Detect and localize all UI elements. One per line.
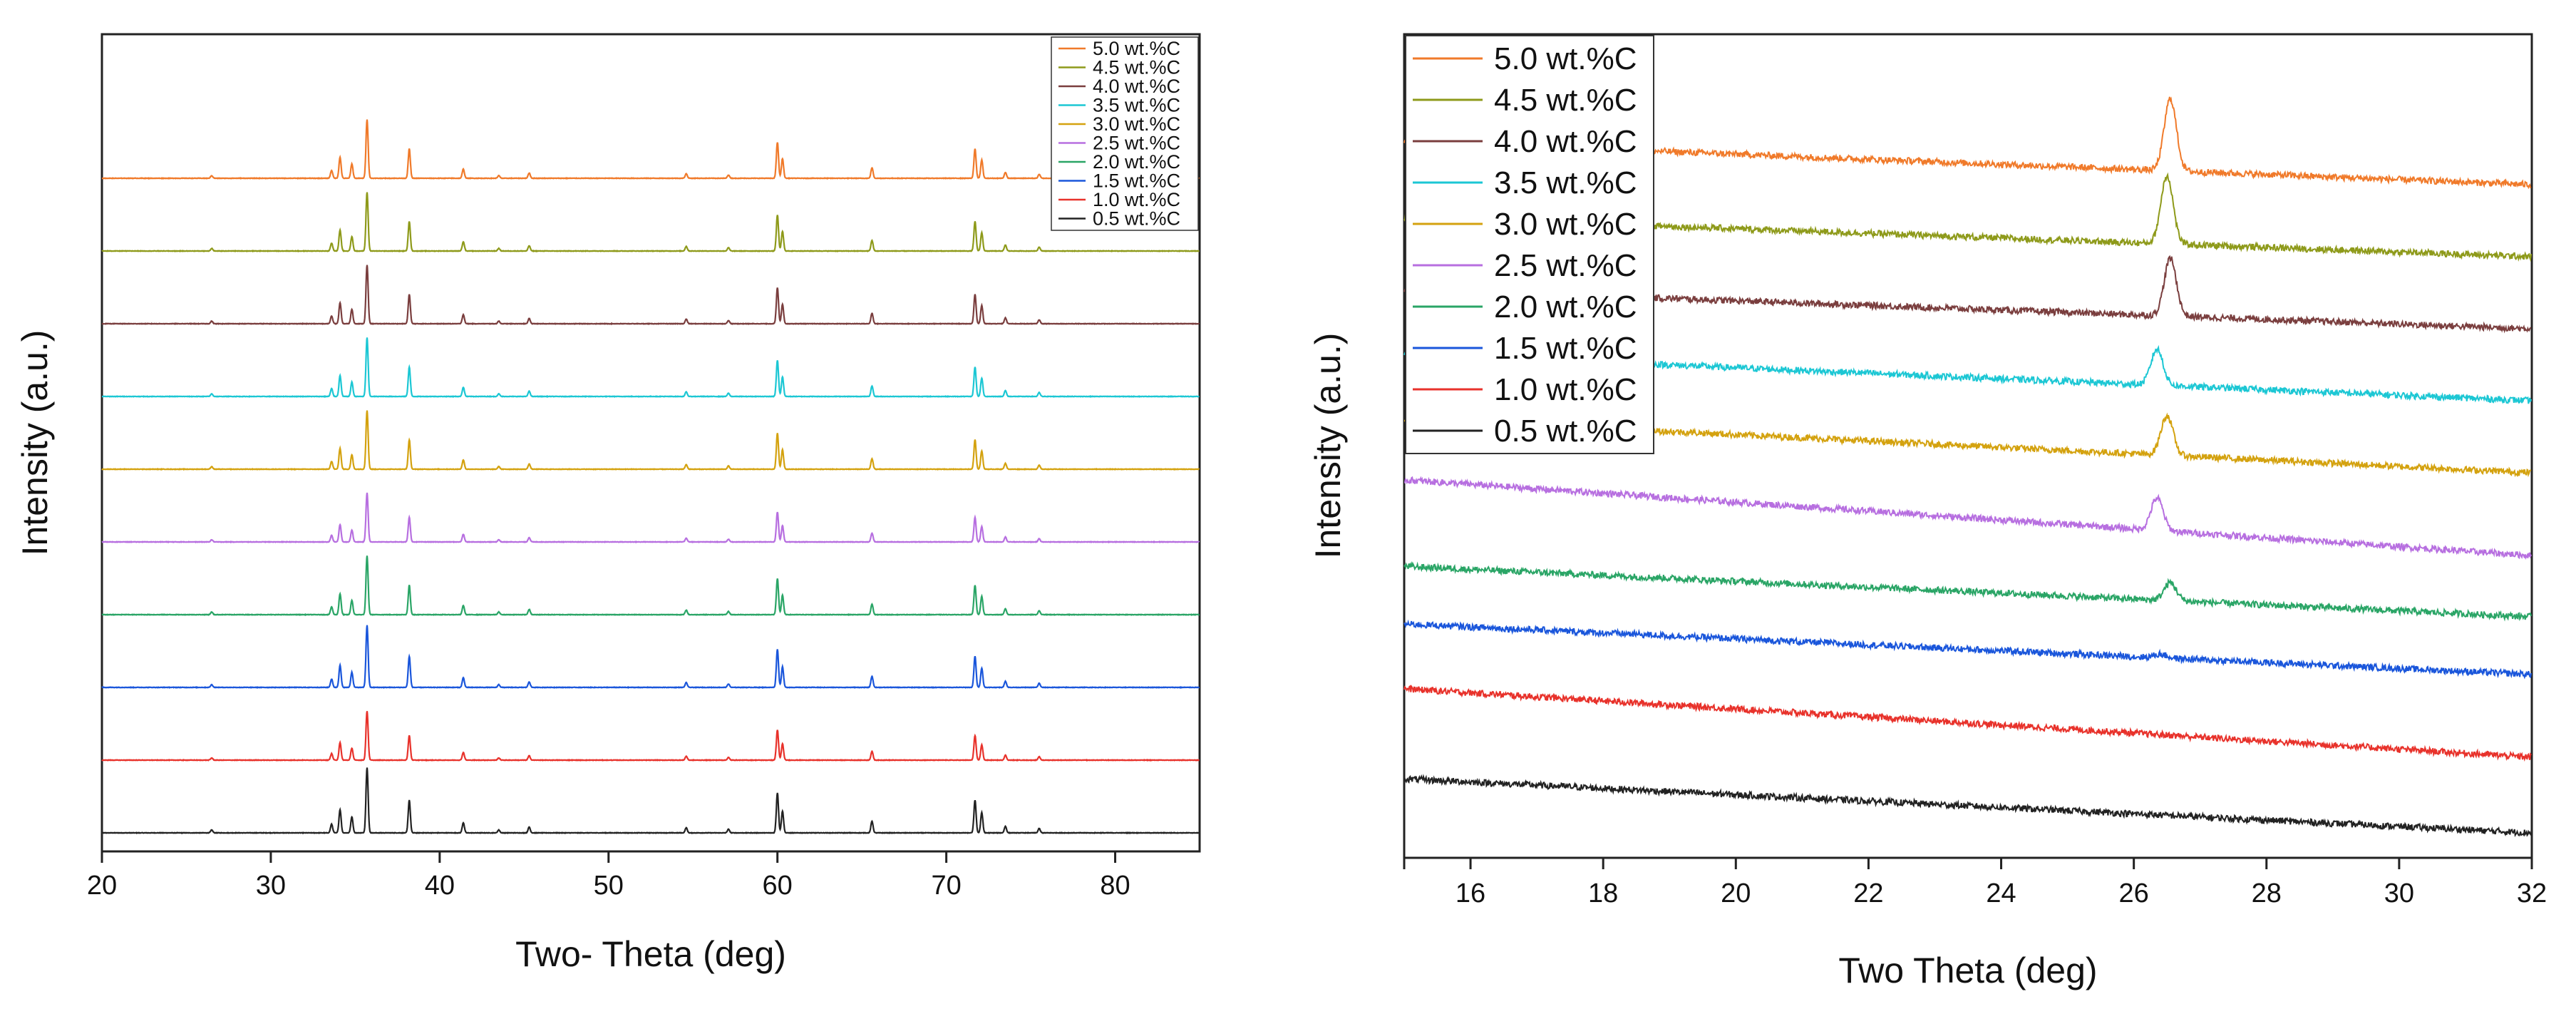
right-legend-label-1: 4.5 wt.%C xyxy=(1494,83,1637,118)
right-x-tick-label-0: 16 xyxy=(1456,879,1485,908)
right-x-axis-label: Two Theta (deg) xyxy=(1838,951,2097,990)
left-series-group xyxy=(101,119,1200,835)
left-legend-label-2: 4.0 wt.%C xyxy=(1093,76,1180,97)
right-chart: 16 18 20 22 24 26 28 30 32 5.0 wt.%C 4.5 wt.%C 4.0… xyxy=(1308,33,2547,990)
left-legend-label-3: 3.5 wt.%C xyxy=(1093,95,1180,116)
right-x-tick-label-7: 30 xyxy=(2384,879,2414,908)
right-legend-box xyxy=(1405,35,1654,454)
right-series-line-3 xyxy=(1403,560,2533,622)
left-series-line-4 xyxy=(101,492,1200,544)
left-x-tick-label-3: 50 xyxy=(594,871,624,901)
left-x-tick-label-6: 80 xyxy=(1100,871,1130,901)
right-legend: 5.0 wt.%C 4.5 wt.%C 4.0 wt.%C 3.5 wt.%C 3.0 … xyxy=(1405,35,1654,454)
left-legend-label-6: 2.0 wt.%C xyxy=(1093,151,1180,173)
right-legend-label-2: 4.0 wt.%C xyxy=(1494,124,1637,159)
left-series-line-3 xyxy=(101,555,1200,617)
right-legend-label-9: 0.5 wt.%C xyxy=(1494,414,1637,449)
right-series-line-2 xyxy=(1403,619,2533,680)
left-x-tick-label-2: 40 xyxy=(425,871,455,901)
left-series-line-5 xyxy=(101,410,1200,471)
right-series-line-0 xyxy=(1403,774,2532,837)
left-x-tick-label-0: 20 xyxy=(87,871,117,901)
right-series-line-4 xyxy=(1403,476,2533,560)
left-x-axis-ticks: 20 30 40 50 60 70 80 xyxy=(87,851,1130,901)
right-legend-label-0: 5.0 wt.%C xyxy=(1494,41,1637,76)
right-legend-label-4: 3.0 wt.%C xyxy=(1494,207,1637,242)
left-legend-label-5: 2.5 wt.%C xyxy=(1093,133,1180,154)
left-legend-label-4: 3.0 wt.%C xyxy=(1093,113,1180,135)
left-series-line-7 xyxy=(101,265,1200,326)
left-series-line-6 xyxy=(102,337,1200,399)
left-x-tick-label-4: 60 xyxy=(763,871,793,901)
right-legend-label-5: 2.5 wt.%C xyxy=(1494,248,1637,283)
right-x-tick-label-8: 32 xyxy=(2517,879,2547,908)
right-x-axis-ticks: 16 18 20 22 24 26 28 30 32 xyxy=(1403,858,2547,908)
right-x-tick-label-4: 24 xyxy=(1986,879,2016,908)
right-legend-label-8: 1.0 wt.%C xyxy=(1494,372,1637,407)
left-legend-label-1: 4.5 wt.%C xyxy=(1093,57,1180,78)
left-legend-label-9: 0.5 wt.%C xyxy=(1093,208,1180,230)
left-x-tick-label-1: 30 xyxy=(256,871,286,901)
right-legend-label-6: 2.0 wt.%C xyxy=(1494,290,1637,324)
left-legend: 5.0 wt.%C4.5 wt.%C4.0 wt.%C3.5 wt.%C3.0 … xyxy=(1051,36,1199,231)
left-plot-frame xyxy=(101,33,1201,853)
right-x-tick-label-5: 26 xyxy=(2119,879,2149,908)
left-series-line-8 xyxy=(101,192,1200,253)
right-legend-label-7: 1.5 wt.%C xyxy=(1494,331,1637,366)
right-x-tick-label-3: 22 xyxy=(1853,879,1883,908)
left-y-axis-label: Intensity (a.u.) xyxy=(15,330,55,556)
right-series-line-1 xyxy=(1403,684,2532,762)
left-legend-label-7: 1.5 wt.%C xyxy=(1093,170,1180,192)
right-x-tick-label-2: 20 xyxy=(1721,879,1751,908)
right-legend-label-3: 3.5 wt.%C xyxy=(1494,165,1637,200)
left-x-tick-label-5: 70 xyxy=(931,871,961,901)
left-series-line-2 xyxy=(101,625,1200,690)
left-series-line-0 xyxy=(101,767,1200,835)
right-x-tick-label-6: 28 xyxy=(2252,879,2282,908)
left-legend-label-8: 1.0 wt.%C xyxy=(1093,189,1180,210)
left-x-axis-label: Two- Theta (deg) xyxy=(515,934,786,974)
left-series-line-9 xyxy=(102,119,1200,180)
right-x-tick-label-1: 18 xyxy=(1588,879,1618,908)
left-series-line-1 xyxy=(101,711,1200,762)
left-chart: 20 30 40 50 60 70 80 5.0 wt.%C4.5 wt.%C4.0 wt.… xyxy=(15,33,1201,974)
right-y-axis-label: Intensity (a.u.) xyxy=(1308,333,1348,559)
left-legend-box xyxy=(1051,36,1199,231)
left-legend-label-0: 5.0 wt.%C xyxy=(1093,38,1180,59)
